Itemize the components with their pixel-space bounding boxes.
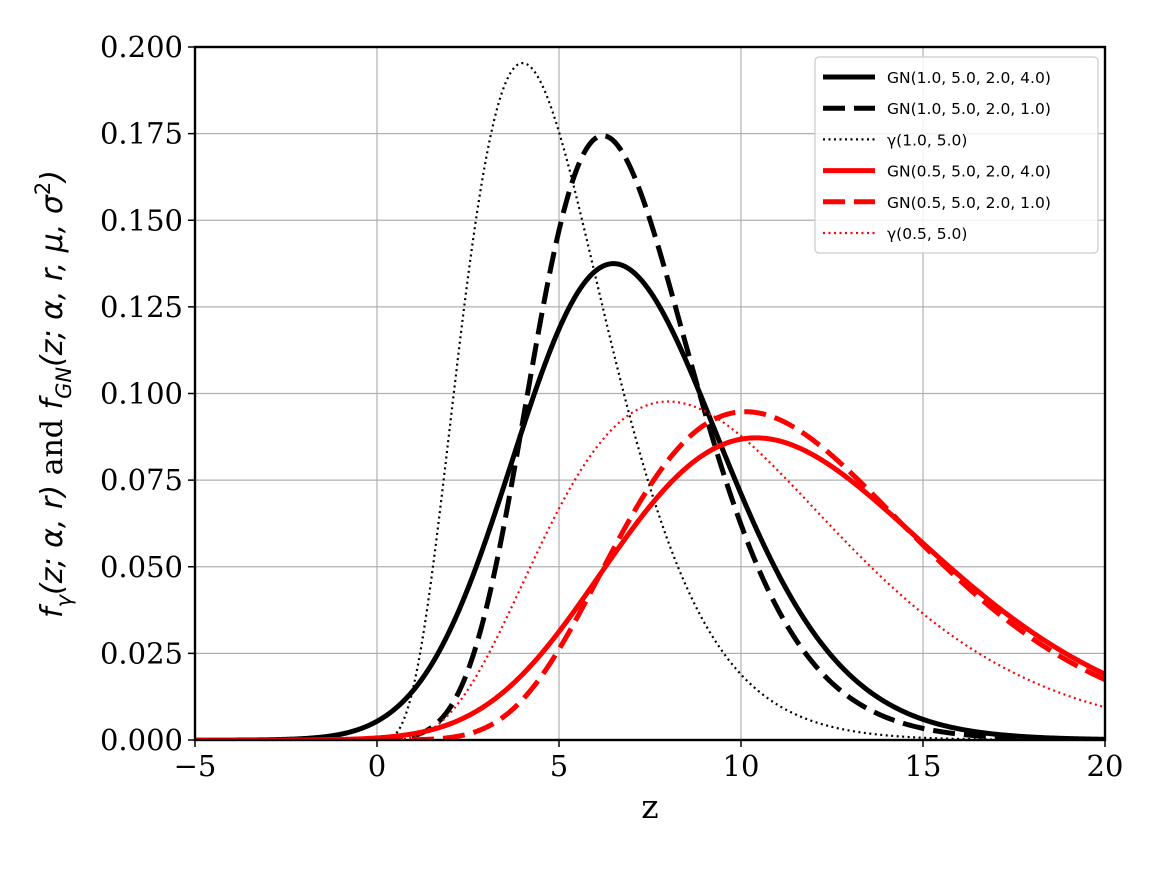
legend: GN(1.0, 5.0, 2.0, 4.0) GN(1.0, 5.0, 2.0, … (814, 56, 1099, 254)
legend-label-3: GN(0.5, 5.0, 2.0, 4.0) (887, 163, 1051, 181)
series-line-4 (195, 409, 1105, 740)
y-tick-label: 0.150 (100, 203, 183, 237)
series-line-1 (195, 133, 1105, 740)
y-tick-label: 0.175 (100, 117, 183, 151)
legend-label-4: GN(0.5, 5.0, 2.0, 1.0) (887, 194, 1051, 212)
tick-layer: −5 0 5 10 15 20 0.000 0.025 0.050 0.075 0.100 0.125… (100, 30, 1123, 783)
x-tick-label: 20 (1087, 749, 1124, 783)
series-line-2 (195, 61, 1105, 740)
x-tick-label: −5 (174, 749, 217, 783)
legend-label-2: γ(1.0, 5.0) (887, 131, 967, 149)
legend-frame (814, 56, 1099, 254)
y-tick-label: 0.200 (100, 30, 183, 64)
y-axis-label: fγ(z; α, r) and fGN(z; α, r, μ, σ2) (31, 170, 76, 618)
y-tick-label: 0.125 (100, 290, 183, 324)
series-line-0 (195, 261, 1105, 740)
y-tick-label: 0.050 (100, 550, 183, 584)
y-tick-label: 0.100 (100, 377, 183, 411)
x-tick-label: 10 (723, 749, 760, 783)
y-tick-label: 0.025 (100, 636, 183, 670)
x-axis-label: z (641, 787, 658, 826)
x-tick-label: 15 (905, 749, 942, 783)
y-tick-label: 0.075 (100, 463, 183, 497)
series-line-5 (195, 400, 1105, 740)
y-tick-label: 0.000 (100, 723, 183, 757)
x-tick-label: 5 (550, 749, 568, 783)
x-tick-label: 0 (368, 749, 386, 783)
legend-label-1: GN(1.0, 5.0, 2.0, 1.0) (887, 100, 1051, 118)
series-layer (195, 61, 1105, 740)
legend-label-0: GN(1.0, 5.0, 2.0, 4.0) (887, 69, 1051, 87)
legend-label-5: γ(0.5, 5.0) (887, 225, 967, 243)
